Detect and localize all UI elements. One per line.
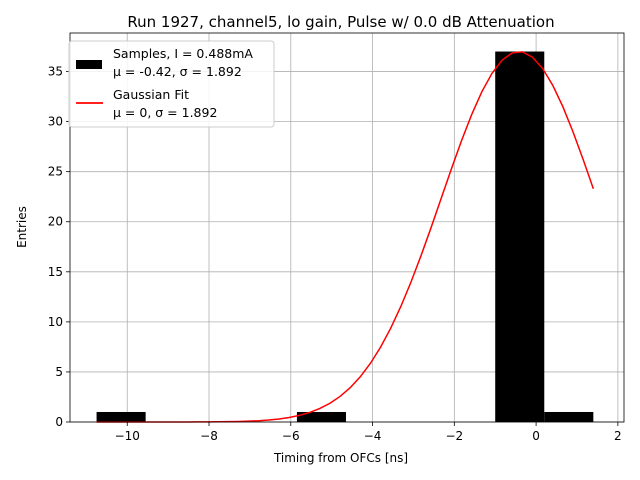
legend-fit-line2: μ = 0, σ = 1.892 — [113, 105, 217, 120]
y-tick-label: 30 — [48, 115, 63, 129]
x-tick-label: 2 — [614, 429, 622, 443]
y-tick-label: 15 — [48, 265, 63, 279]
y-tick-label: 5 — [55, 365, 63, 379]
legend: Samples, I = 0.488mA μ = -0.42, σ = 1.89… — [68, 40, 275, 128]
y-axis-label: Entries — [15, 206, 29, 248]
histogram-bar — [296, 411, 346, 422]
x-tick-label: −4 — [364, 429, 382, 443]
bars — [96, 51, 594, 423]
chart-title: Run 1927, channel5, lo gain, Pulse w/ 0.… — [127, 13, 554, 31]
y-tick-label: 20 — [48, 215, 63, 229]
x-tick-label: −8 — [200, 429, 218, 443]
x-tick-label: −6 — [282, 429, 300, 443]
histogram-bar — [96, 411, 146, 422]
legend-samples-line1: Samples, I = 0.488mA — [113, 46, 253, 61]
y-tick-label: 25 — [48, 165, 63, 179]
x-tick-label: −10 — [115, 429, 140, 443]
legend-samples-line2: μ = -0.42, σ = 1.892 — [113, 64, 242, 79]
x-axis-label: Timing from OFCs [ns] — [273, 451, 408, 465]
histogram-bar — [544, 411, 594, 422]
plot-frame — [69, 32, 625, 423]
y-tick-label: 35 — [48, 65, 63, 79]
y-tick-label: 0 — [55, 415, 63, 429]
x-tick-label: 0 — [532, 429, 540, 443]
y-tick-label: 10 — [48, 315, 63, 329]
legend-swatch-samples — [76, 60, 102, 69]
x-tick-label: −2 — [445, 429, 463, 443]
histogram-bar — [495, 51, 545, 423]
legend-fit-line1: Gaussian Fit — [113, 87, 189, 102]
legend-box — [68, 40, 275, 128]
